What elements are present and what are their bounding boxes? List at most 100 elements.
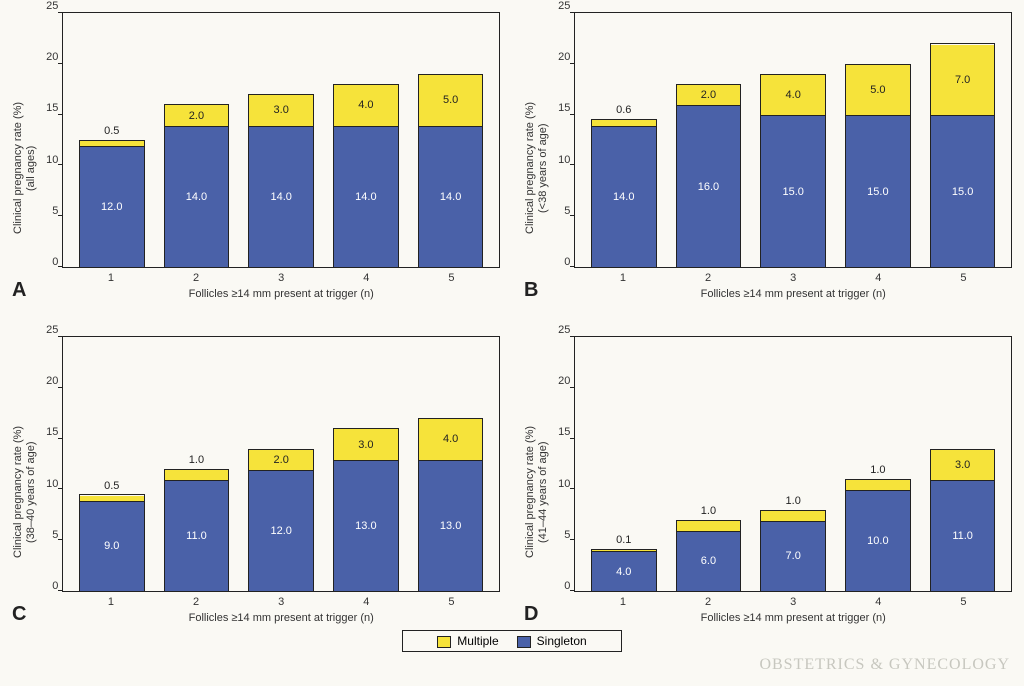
bar-slot: 7.015.0 (924, 13, 1000, 267)
x-ticks: 12345 (574, 592, 1012, 608)
value-label-multiple: 4.0 (786, 89, 801, 101)
legend-item-singleton: Singleton (517, 634, 587, 648)
value-label-singleton: 13.0 (440, 520, 461, 532)
plot-area: 0.614.0 2.0 16.0 4.0 15.0 5.015.0 7.015.0 (574, 12, 1012, 268)
value-label-singleton: 7.0 (786, 550, 801, 562)
chart-frame: 0510152025 0.614.0 2.0 16.0 4.0 15.0 5.015.0 7.… (552, 12, 1012, 300)
segment-multiple: 1.0 (677, 521, 741, 531)
segment-singleton: 11.0 (165, 480, 229, 591)
value-label-singleton: 6.0 (701, 555, 716, 567)
y-ticks: 0510152025 (552, 12, 574, 268)
segment-multiple: 5.0 (419, 75, 483, 126)
value-label-multiple: 3.0 (955, 459, 970, 471)
segment-singleton: 7.0 (761, 521, 825, 591)
bar-slot: 4.0 13.0 (412, 337, 488, 591)
segment-multiple: 1.0 (761, 511, 825, 521)
stacked-bar: 3.0 13.0 (333, 428, 399, 591)
segment-singleton: 16.0 (677, 105, 741, 267)
value-label-singleton: 14.0 (440, 191, 461, 203)
value-label-singleton: 15.0 (782, 186, 803, 198)
legend-swatch-singleton (517, 636, 531, 648)
bar-slot: 0.5 12.0 (74, 13, 150, 267)
segment-singleton: 13.0 (334, 460, 398, 591)
stacked-bar: 4.0 13.0 (418, 418, 484, 591)
y-ticks: 0510152025 (40, 12, 62, 268)
value-label-singleton: 16.0 (698, 181, 719, 193)
legend-label: Multiple (457, 634, 498, 648)
x-axis-label: Follicles ≥14 mm present at trigger (n) (62, 612, 500, 624)
x-axis-label: Follicles ≥14 mm present at trigger (n) (62, 288, 500, 300)
x-ticks: 12345 (62, 268, 500, 284)
x-ticks: 12345 (62, 592, 500, 608)
chart-frame: 05101520250.14.01.06.01.07.01.010.03.011… (552, 336, 1012, 624)
value-label-multiple: 5.0 (443, 94, 458, 106)
segment-singleton: 10.0 (846, 490, 910, 591)
segment-singleton: 13.0 (419, 460, 483, 591)
value-label-multiple: 7.0 (955, 74, 970, 86)
value-label-multiple: 2.0 (701, 89, 716, 101)
value-label-multiple: 2.0 (274, 454, 289, 466)
legend-swatch-multiple (437, 636, 451, 648)
value-label-multiple: 3.0 (358, 439, 373, 451)
x-axis-label: Follicles ≥14 mm present at trigger (n) (574, 612, 1012, 624)
segment-singleton: 14.0 (165, 126, 229, 267)
stacked-bar: 0.512.0 (79, 140, 145, 267)
stacked-bar: 7.015.0 (930, 43, 996, 267)
stacked-bar: 5.0 14.0 (418, 74, 484, 267)
value-label-multiple: 0.1 (616, 534, 631, 546)
stacked-bar: 0.59.0 (79, 494, 145, 591)
value-label-singleton: 10.0 (867, 535, 888, 547)
bar-slot: 3.0 11.0 (924, 337, 1000, 591)
value-label-singleton: 11.0 (186, 530, 207, 542)
stacked-bar: 2.0 14.0 (164, 104, 230, 267)
value-label-singleton: 14.0 (186, 191, 207, 203)
value-label-multiple: 4.0 (358, 99, 373, 111)
stacked-bar: 3.0 14.0 (248, 94, 314, 267)
segment-singleton: 11.0 (931, 480, 995, 591)
legend-item-multiple: Multiple (437, 634, 498, 648)
segment-multiple: 2.0 (165, 105, 229, 125)
y-axis-label: Clinical pregnancy rate (%)(41–44 years … (524, 336, 550, 624)
segment-singleton: 12.0 (80, 146, 144, 267)
bar-slot: 4.0 15.0 (755, 13, 831, 267)
bar-slot: 4.0 14.0 (328, 13, 404, 267)
segment-multiple: 4.0 (761, 75, 825, 115)
value-label-singleton: 12.0 (270, 525, 291, 537)
segment-singleton: 6.0 (677, 531, 741, 591)
bar-slot: 2.0 14.0 (158, 13, 234, 267)
segment-multiple: 3.0 (249, 95, 313, 125)
y-axis-label: Clinical pregnancy rate (%)(<38 years of… (524, 12, 550, 300)
stacked-bar: 5.015.0 (845, 64, 911, 267)
x-axis-label: Follicles ≥14 mm present at trigger (n) (574, 288, 1012, 300)
value-label-multiple: 0.5 (104, 125, 119, 137)
segment-singleton: 12.0 (249, 470, 313, 591)
segment-singleton: 14.0 (249, 126, 313, 267)
value-label-singleton: 4.0 (616, 566, 631, 578)
value-label-multiple: 1.0 (786, 495, 801, 507)
value-label-singleton: 9.0 (104, 540, 119, 552)
value-label-singleton: 14.0 (355, 191, 376, 203)
bar-slot: 0.614.0 (586, 13, 662, 267)
bar-slot: 0.5 9.0 (74, 337, 150, 591)
bar-slot: 3.0 13.0 (328, 337, 404, 591)
value-label-multiple: 2.0 (189, 110, 204, 122)
chart-frame: 05101520250.59.01.011.02.012.03.013.04.0… (40, 336, 500, 624)
x-ticks: 12345 (574, 268, 1012, 284)
y-ticks: 0510152025 (552, 336, 574, 592)
segment-multiple: 1.0 (846, 480, 910, 490)
panel-C: CClinical pregnancy rate (%)(38–40 years… (12, 336, 500, 624)
stacked-bar: 0.614.0 (591, 119, 657, 267)
plot-area: 0.512.02.014.03.014.04.014.05.014.0 (62, 12, 500, 268)
segment-multiple: 3.0 (931, 450, 995, 480)
bar-slot: 1.0 10.0 (840, 337, 916, 591)
segment-multiple: 4.0 (419, 419, 483, 459)
plot-area: 0.14.01.06.01.07.01.010.03.011.0 (574, 336, 1012, 592)
segment-multiple: 4.0 (334, 85, 398, 125)
value-label-multiple: 3.0 (274, 104, 289, 116)
value-label-multiple: 0.5 (104, 480, 119, 492)
bar-slot: 3.0 14.0 (243, 13, 319, 267)
stacked-bar: 0.14.0 (591, 549, 657, 591)
y-axis-label: Clinical pregnancy rate (%)(all ages) (12, 12, 38, 300)
bar-slot: 5.015.0 (840, 13, 916, 267)
y-axis-label: Clinical pregnancy rate (%)(38–40 years … (12, 336, 38, 624)
